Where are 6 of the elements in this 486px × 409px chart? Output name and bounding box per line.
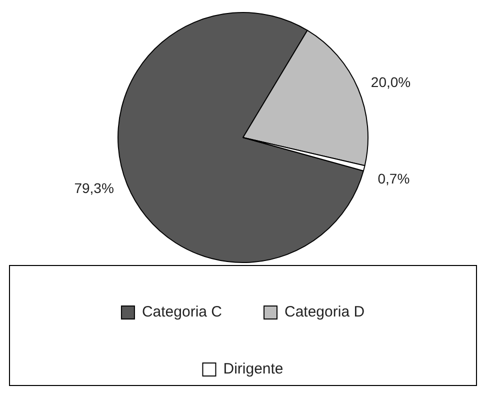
data-label: 20,0% [370, 74, 411, 90]
legend-label: Dirigente [223, 360, 284, 378]
data-label: 79,3% [74, 180, 114, 196]
legend-label: Categoria D [284, 304, 365, 321]
legend-label: Categoria C [142, 304, 222, 321]
data-label: 0,7% [378, 170, 410, 187]
